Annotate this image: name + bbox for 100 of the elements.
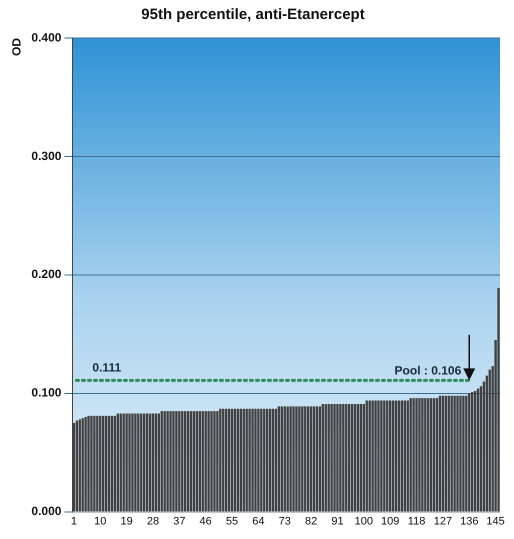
annotation: Pool : 0.106 [394, 364, 462, 378]
bar [298, 406, 301, 512]
bar [350, 404, 354, 512]
bar [198, 411, 201, 512]
bar [104, 416, 108, 512]
bar [310, 406, 312, 512]
y-axis-title: OD [10, 38, 24, 56]
bar [93, 416, 96, 512]
bar [207, 411, 210, 512]
bar [284, 406, 286, 512]
ref-line-label: 0.111 [92, 360, 122, 375]
chart-title: 95th percentile, anti-Etanercept [141, 6, 365, 24]
bar [406, 400, 409, 512]
bar [286, 406, 289, 512]
bar [143, 413, 146, 512]
bar [164, 411, 166, 512]
bar [96, 416, 98, 512]
bar [280, 406, 283, 512]
bar [342, 404, 344, 512]
x-tick-label: 28 [146, 515, 160, 528]
x-tick-label: 19 [120, 515, 133, 528]
bar [474, 390, 476, 512]
x-tick-label: 100 [354, 515, 373, 528]
bar [122, 413, 125, 512]
bar [348, 404, 350, 512]
bar [412, 398, 415, 512]
y-tick-label: 0.200 [31, 267, 62, 282]
bar [186, 411, 190, 512]
bar [322, 404, 324, 512]
bar [202, 411, 204, 512]
x-tick-label: 82 [304, 515, 318, 528]
bar [120, 413, 122, 512]
bar [99, 416, 102, 512]
bar [328, 404, 330, 512]
bar [181, 411, 184, 512]
bar [307, 406, 310, 512]
x-tick-label: 64 [252, 515, 265, 528]
bar [228, 408, 230, 512]
bar [430, 398, 432, 512]
bar [448, 396, 450, 512]
bar [76, 420, 78, 512]
bar [248, 408, 251, 512]
bar [137, 413, 140, 512]
x-tick-label: 136 [460, 515, 478, 528]
bar [404, 400, 406, 512]
bar [222, 408, 224, 512]
bar [360, 404, 362, 512]
bar [268, 408, 272, 512]
bar [240, 408, 242, 512]
bar [116, 413, 119, 512]
bar [432, 398, 436, 512]
bar [146, 413, 148, 512]
bar [216, 411, 219, 512]
bar [154, 413, 158, 512]
bar [410, 398, 412, 512]
x-tick-label: 118 [408, 515, 426, 528]
x-tick-label: 10 [94, 515, 106, 528]
bar [257, 408, 260, 512]
bar [84, 417, 87, 512]
bar [242, 408, 245, 512]
x-tick-label: 46 [200, 515, 212, 528]
bar [330, 404, 333, 512]
bar [266, 408, 268, 512]
bar [468, 393, 470, 512]
bar [386, 400, 388, 512]
bar [380, 400, 383, 512]
bar [465, 396, 468, 512]
bar [389, 400, 392, 512]
bar [236, 408, 240, 512]
bar [400, 400, 404, 512]
bar [462, 396, 465, 512]
x-tick-label: 127 [434, 515, 452, 528]
bar [158, 413, 160, 512]
bar [488, 370, 491, 512]
y-tick-label: 0.000 [31, 504, 62, 518]
bar [345, 404, 348, 512]
bar [383, 400, 386, 512]
bar [450, 396, 453, 512]
bar [160, 411, 163, 512]
bar [301, 406, 304, 512]
bar [278, 406, 280, 512]
bar [102, 416, 104, 512]
bar [260, 408, 262, 512]
x-tick-label: 91 [331, 515, 344, 528]
bar [453, 396, 456, 512]
bar [140, 413, 142, 512]
bar [392, 400, 394, 512]
bar [184, 411, 186, 512]
bar [246, 408, 248, 512]
bar [427, 398, 430, 512]
x-tick-label: 109 [381, 515, 400, 528]
y-tick-label: 0.100 [31, 386, 62, 400]
bar [442, 396, 444, 512]
y-tick-label: 0.400 [31, 30, 62, 44]
x-tick-label: 145 [486, 515, 505, 528]
bar [225, 408, 228, 512]
x-tick-label: 1 [70, 515, 77, 528]
bar [125, 413, 128, 512]
bar [318, 406, 322, 512]
bar [78, 419, 81, 512]
